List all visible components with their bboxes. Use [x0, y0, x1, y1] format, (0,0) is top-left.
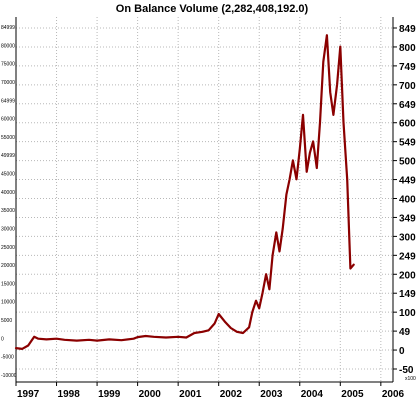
right-tick-label: 849	[399, 24, 416, 35]
right-axis-unit: x100	[405, 376, 416, 382]
left-tick-label: 10000	[1, 300, 15, 306]
right-tick-label: 200	[399, 270, 416, 281]
left-tick-label: 0	[1, 336, 4, 342]
left-tick-label: 70000	[1, 80, 15, 86]
left-tick-label: 60000	[1, 117, 15, 123]
right-tick-label: 449	[399, 176, 416, 187]
right-tick-label: 600	[399, 119, 416, 130]
x-axis-ticks: 1997 1998 1999 2000 2001 2002 2003 2004 2005 2006	[15, 382, 405, 400]
series-layer	[14, 34, 355, 350]
right-tick-label: 400	[399, 195, 416, 206]
right-tick-label: 800	[399, 43, 416, 54]
left-tick-label: 49999	[1, 153, 15, 159]
right-axis-ticks: 849 800 749 700 649 600 549 500 449 400 349 300 249 2…	[393, 24, 416, 376]
x-tick-label: 2001	[179, 389, 202, 400]
left-tick-label: 40000	[1, 190, 15, 196]
right-tick-label: 0	[399, 346, 405, 357]
left-tick-label: 80000	[1, 43, 15, 49]
left-tick-label: 45000	[1, 172, 15, 178]
left-tick-label: 20000	[1, 263, 15, 269]
x-tick-label: 2002	[220, 389, 243, 400]
x-tick-label: 1998	[58, 389, 81, 400]
x-tick-label: 2006	[382, 389, 405, 400]
left-axis-ticks: 84999 80000 75000 70000 64999 60000 55000 49999…	[1, 25, 17, 379]
right-tick-label: 649	[399, 100, 416, 111]
x-tick-label: 2005	[341, 389, 364, 400]
chart-title: On Balance Volume (2,282,408,192.0)	[116, 3, 309, 15]
left-tick-label: 15000	[1, 281, 15, 287]
right-tick-label: 500	[399, 157, 416, 168]
right-tick-label: -50	[399, 365, 414, 376]
right-tick-label: 49	[399, 327, 411, 338]
x-tick-label: 1999	[98, 389, 121, 400]
right-tick-label: 700	[399, 81, 416, 92]
left-tick-label: -10000	[1, 373, 17, 379]
left-tick-label: 55000	[1, 135, 15, 141]
left-tick-label: 84999	[1, 25, 15, 31]
right-tick-label: 749	[399, 62, 416, 73]
x-tick-label: 2000	[139, 389, 162, 400]
left-tick-label: 30000	[1, 226, 15, 232]
left-tick-label: 25000	[1, 245, 15, 251]
x-tick-label: 1997	[17, 389, 40, 400]
x-tick-label: 2004	[301, 389, 324, 400]
left-tick-label: 64999	[1, 98, 15, 104]
right-tick-label: 100	[399, 308, 416, 319]
left-tick-label: 75000	[1, 62, 15, 68]
right-tick-label: 349	[399, 213, 416, 224]
left-tick-label: 5000	[1, 318, 12, 324]
x-tick-label: 2003	[260, 389, 283, 400]
right-tick-label: 300	[399, 232, 416, 243]
right-tick-label: 249	[399, 251, 416, 262]
right-tick-label: 149	[399, 289, 416, 300]
right-tick-label: 549	[399, 138, 416, 149]
left-tick-label: 35000	[1, 208, 15, 214]
left-tick-label: -5000	[1, 355, 14, 361]
